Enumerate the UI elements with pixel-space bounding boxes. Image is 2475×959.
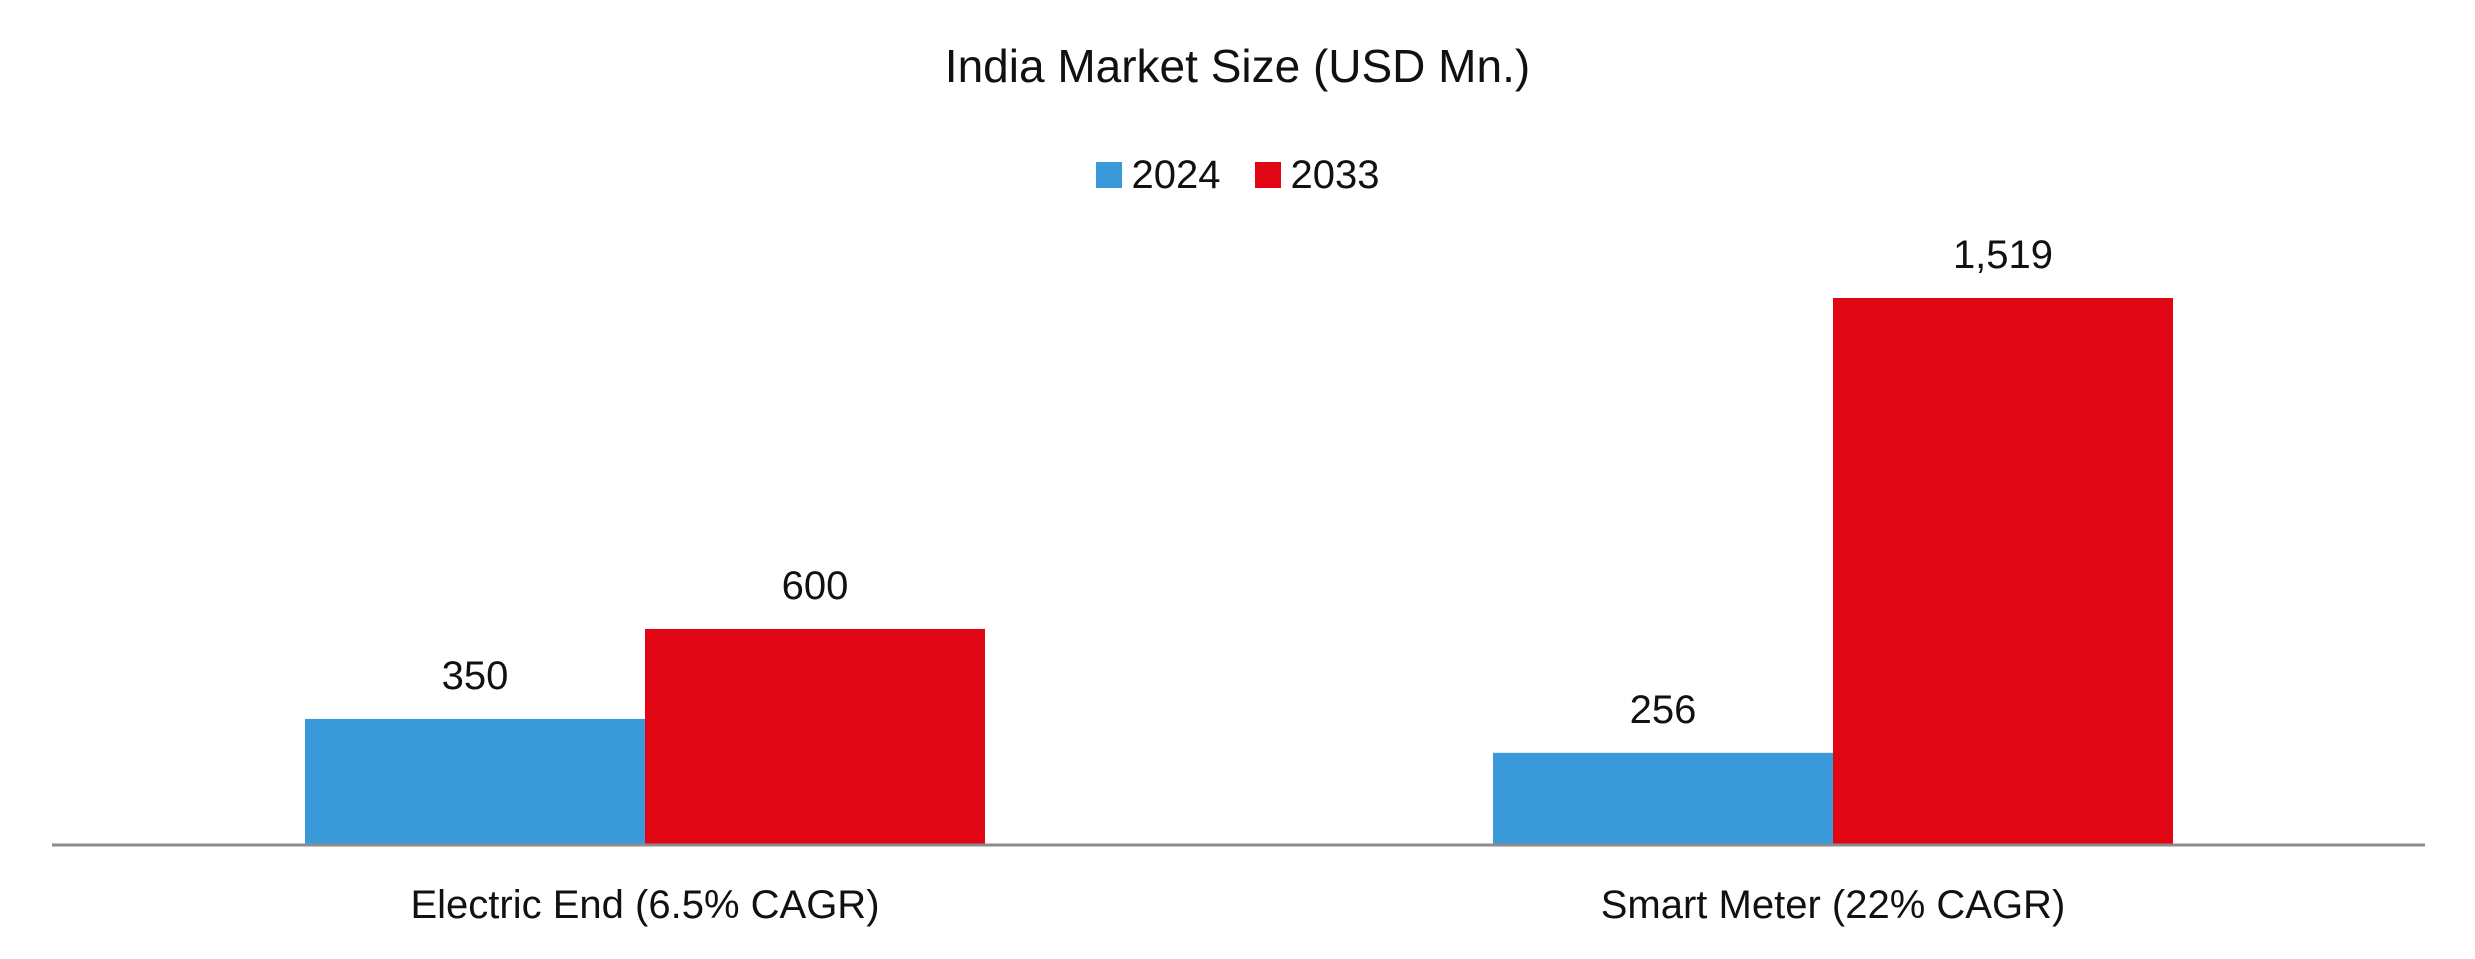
bars-group — [305, 298, 2173, 845]
value-labels-group: 350 600 256 1,519 — [442, 233, 2053, 732]
legend-swatch-2033 — [1254, 162, 1281, 188]
category-label-smart-meter: Smart Meter (22% CAGR) — [1601, 883, 2066, 927]
bar-smart-meter-2033 — [1833, 298, 2173, 845]
data-label-smart-meter-2024: 256 — [1630, 688, 1697, 732]
category-label-electric-end: Electric End (6.5% CAGR) — [410, 883, 879, 927]
bar-smart-meter-2024 — [1493, 752, 1833, 845]
legend: 2024 2033 — [0, 150, 2475, 200]
data-label-electric-end-2024: 350 — [442, 654, 509, 698]
category-labels-group: Electric End (6.5% CAGR) Smart Meter (22%… — [410, 883, 2065, 927]
legend-swatch-2024 — [1095, 162, 1122, 188]
legend-item-2033: 2033 — [1254, 150, 1380, 200]
legend-label-2024: 2024 — [1131, 153, 1221, 197]
chart-title: India Market Size (USD Mn.) — [944, 40, 1531, 92]
data-label-electric-end-2033: 600 — [782, 564, 849, 608]
legend-label-2033: 2033 — [1290, 153, 1380, 197]
legend-item-2024: 2024 — [1095, 150, 1221, 200]
data-label-smart-meter-2033: 1,519 — [1953, 233, 2053, 277]
bar-electric-end-2033 — [645, 628, 985, 845]
bar-electric-end-2024 — [305, 718, 645, 845]
